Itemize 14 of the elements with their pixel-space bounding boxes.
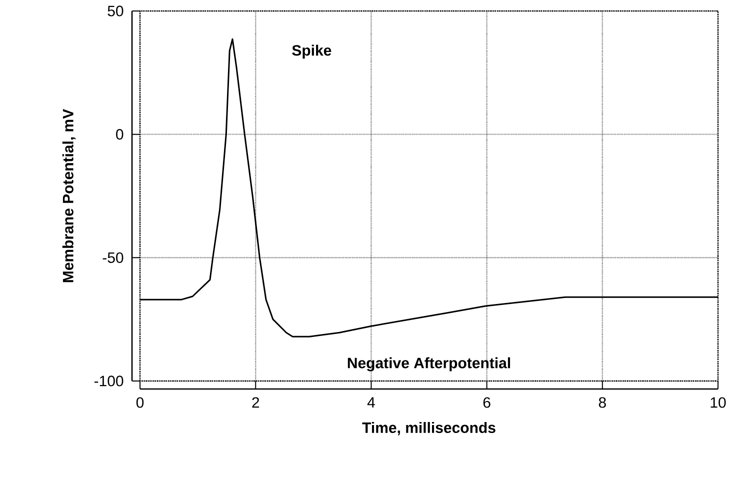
annotation: Spike [292, 44, 332, 59]
x-tick-label: 4 [367, 397, 375, 408]
x-tick-label: 10 [710, 397, 726, 408]
x-tick-label: 8 [598, 397, 606, 408]
y-tick-label: -50 [102, 252, 124, 263]
x-tick-label: 6 [483, 397, 490, 408]
x-axis-title: Time, milliseconds [362, 422, 496, 436]
annotation: Negative Afterpotential [348, 357, 510, 372]
y-axis-title: Membrane Potential, mV [62, 108, 76, 282]
y-tick-label: 50 [108, 6, 124, 16]
x-tick-label: 2 [252, 397, 260, 408]
y-tick-label: -100 [94, 376, 124, 386]
y-tick-label: 0 [116, 129, 124, 140]
x-tick-label: 0 [136, 397, 144, 408]
